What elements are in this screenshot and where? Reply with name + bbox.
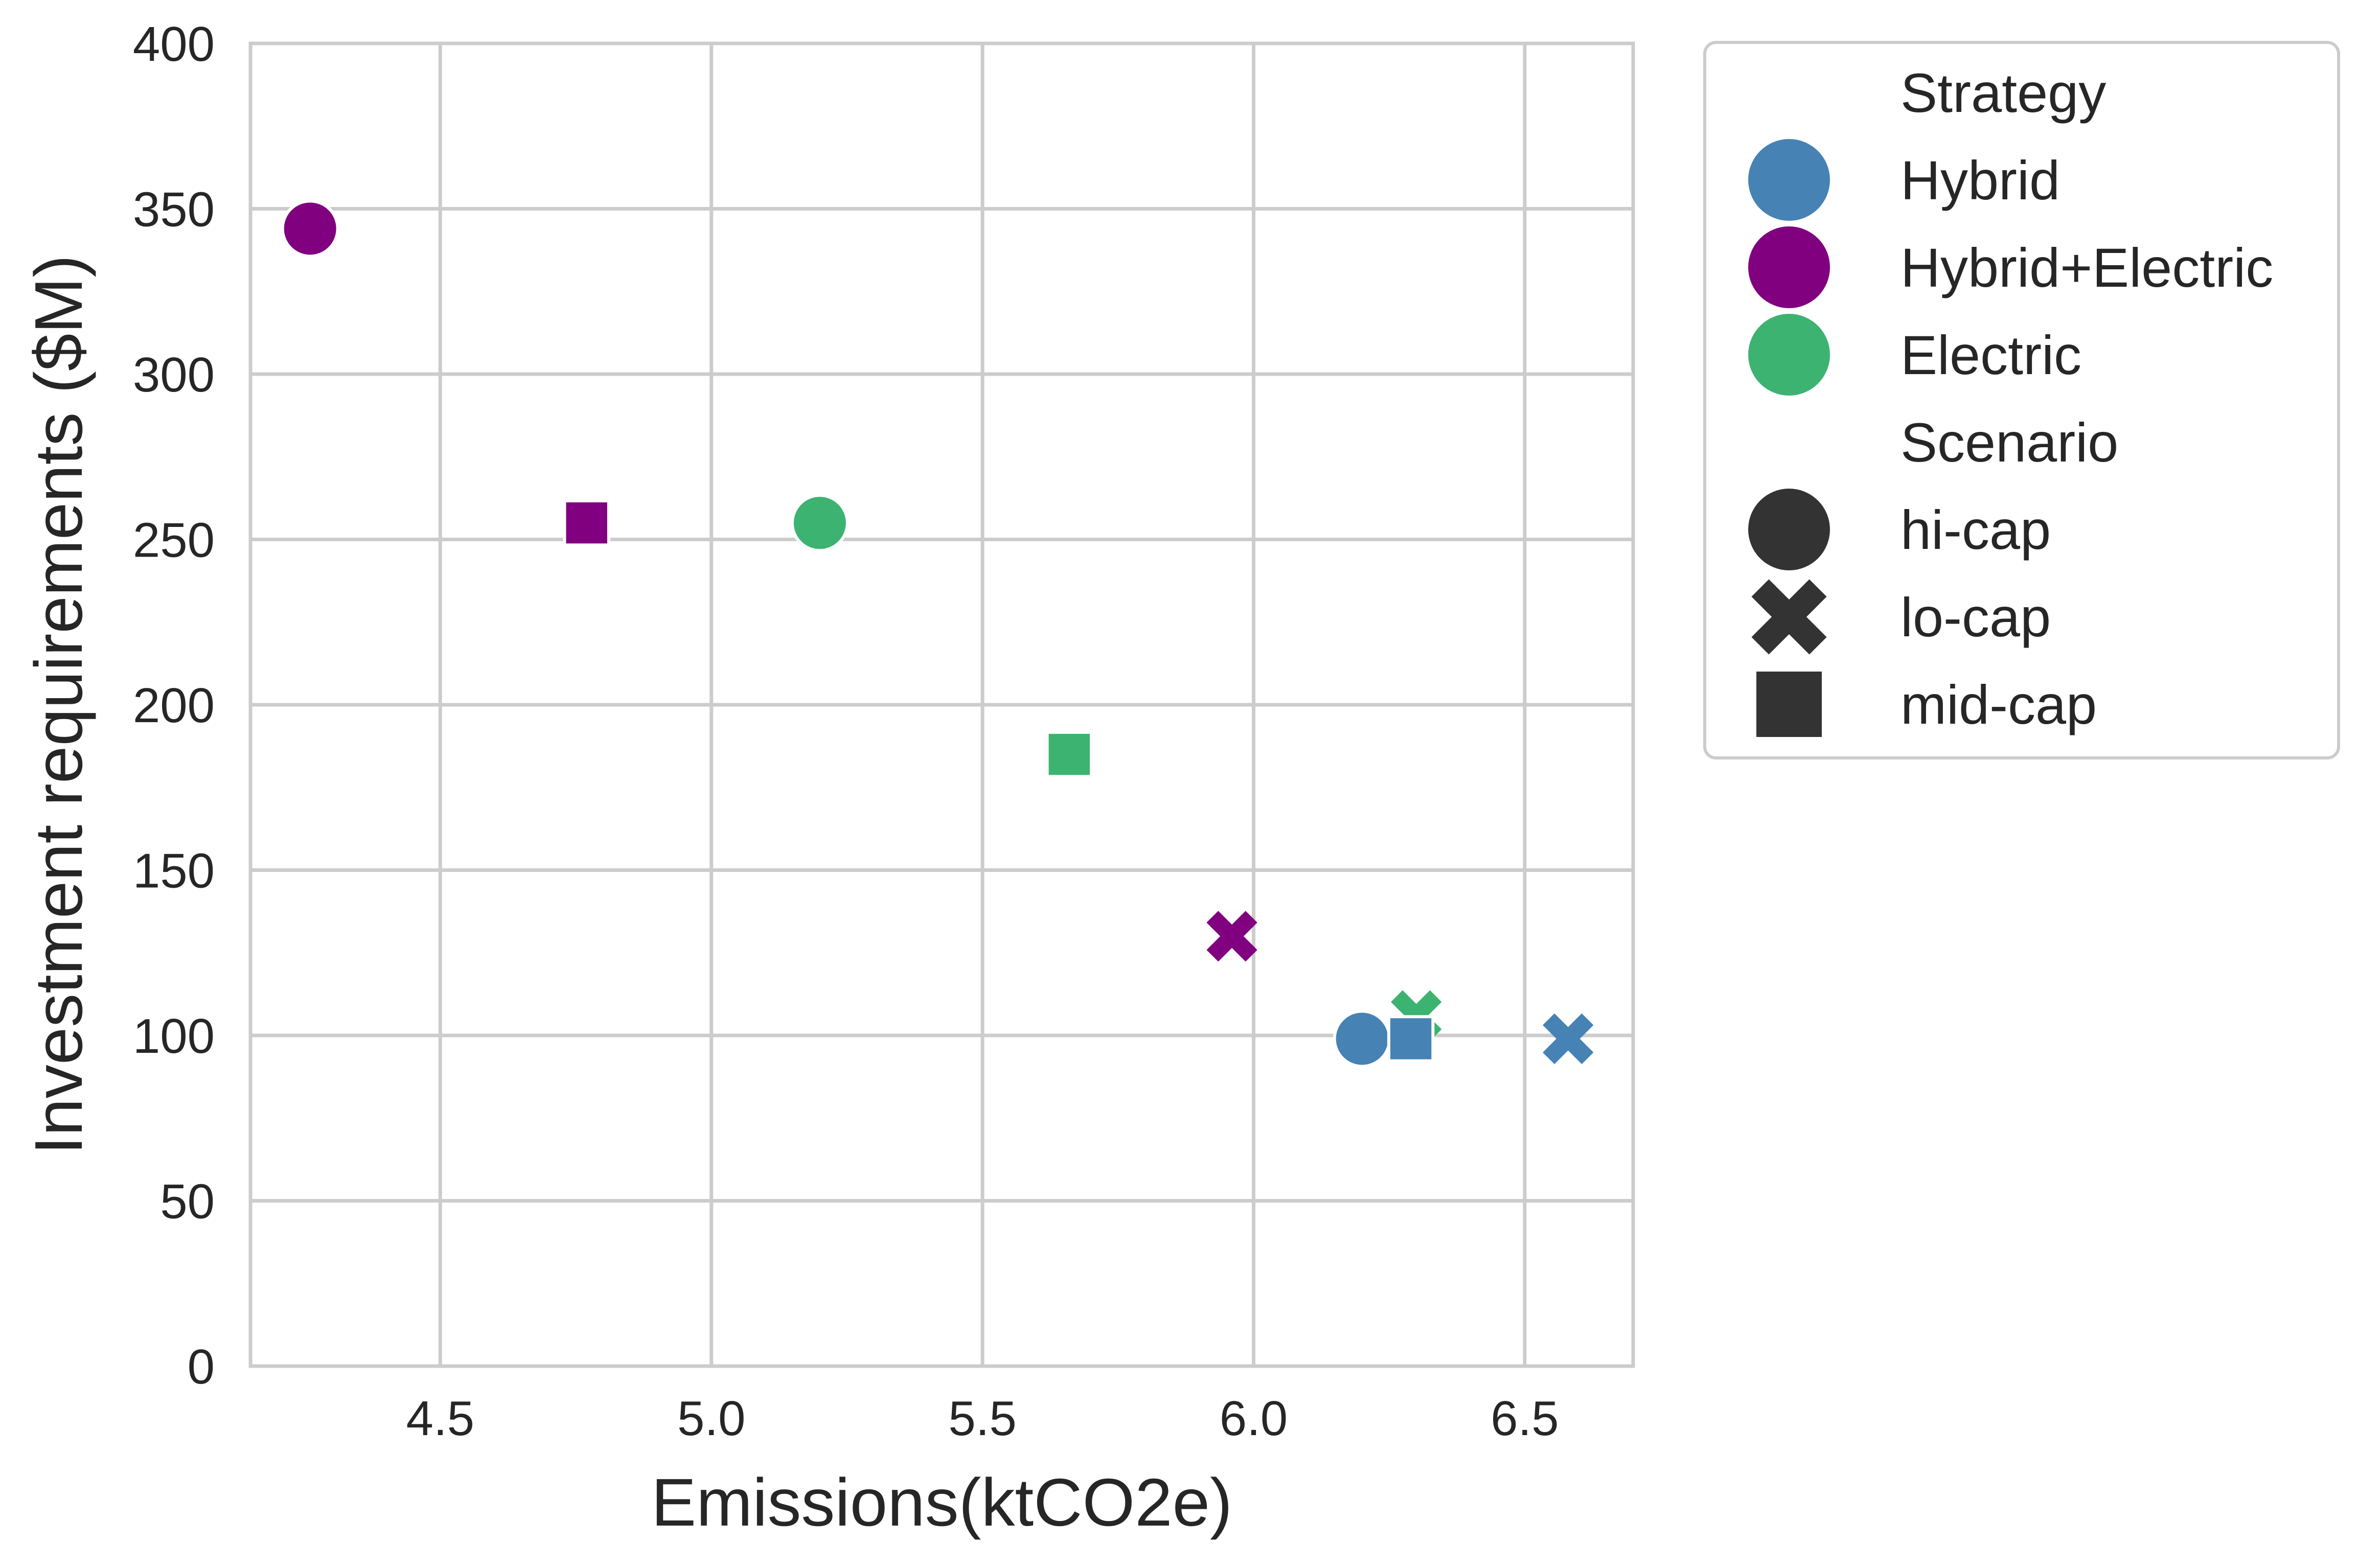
- x-tick-label: 4.5: [406, 1391, 474, 1446]
- legend-label: hi-cap: [1901, 499, 2051, 561]
- legend-title-scenario: Scenario: [1901, 411, 2118, 473]
- point-electric-hi-cap: [790, 494, 849, 552]
- legend-label: Electric: [1901, 324, 2081, 386]
- point-hybrid-electric-hi-cap: [281, 199, 339, 258]
- y-axis-title: Investment requirements ($M): [21, 255, 96, 1155]
- legend-marker-hi-cap: [1748, 489, 1830, 570]
- legend-marker-hybrid: [1748, 139, 1830, 221]
- y-tick-label: 50: [160, 1174, 215, 1229]
- plot-frame: [248, 41, 1635, 1368]
- legend-title-strategy: Strategy: [1901, 62, 2106, 124]
- legend-label: Hybrid: [1901, 149, 2060, 211]
- legend-marker-mid-cap: [1756, 672, 1822, 737]
- point-hybrid-electric-mid-cap: [563, 499, 610, 547]
- y-tick-label: 200: [133, 678, 215, 733]
- legend-label: Hybrid+Electric: [1901, 237, 2273, 298]
- point-hybrid-lo-cap: [1543, 1013, 1594, 1065]
- legend-entries: Hybrid Hybrid+Electric Electric hi-cap lo-ca…: [1748, 139, 2273, 737]
- y-tick-label: 100: [133, 1009, 215, 1064]
- legend: Strategy Scenario Hybrid Hybrid+Electric E…: [1703, 41, 2340, 759]
- y-tick-label: 300: [133, 348, 215, 402]
- x-tick-label: 6.5: [1491, 1391, 1559, 1446]
- point-hybrid-mid-cap: [1387, 1015, 1435, 1063]
- legend-marker-hybrid-electric: [1748, 226, 1830, 308]
- x-tick-label: 5.0: [677, 1391, 745, 1446]
- point-hybrid-hi-cap: [1333, 1009, 1391, 1068]
- y-tick-label: 150: [133, 844, 215, 898]
- point-electric-mid-cap: [1045, 730, 1093, 778]
- x-tick-label: 5.5: [948, 1391, 1016, 1446]
- y-tick-label: 250: [133, 513, 215, 568]
- legend-marker-lo-cap: [1751, 579, 1827, 655]
- data-points: [281, 199, 1594, 1068]
- grid: [250, 41, 1633, 1368]
- legend-frame: [1703, 41, 2340, 759]
- tick-labels: 4.5 5.0 5.5 6.0 6.5 0 50 100 150 200 250 300 350 400: [133, 17, 1559, 1446]
- y-tick-label: 0: [188, 1340, 215, 1394]
- y-tick-label: 400: [133, 17, 215, 72]
- x-axis-title: Emissions(ktCO2e): [651, 1465, 1232, 1540]
- legend-marker-electric: [1748, 314, 1830, 396]
- point-hybrid-electric-lo-cap: [1206, 911, 1257, 962]
- y-tick-label: 350: [133, 182, 215, 237]
- legend-label: lo-cap: [1901, 586, 2051, 648]
- x-tick-label: 6.0: [1220, 1391, 1288, 1446]
- legend-label: mid-cap: [1901, 674, 2097, 735]
